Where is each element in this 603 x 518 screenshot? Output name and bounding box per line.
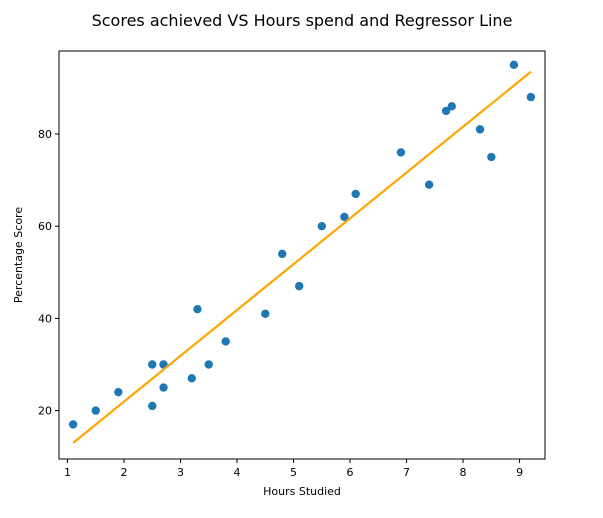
data-point: [351, 189, 360, 199]
y-tick-label: 40: [38, 312, 52, 325]
regression-line: [72, 70, 532, 444]
x-tick-label: 7: [403, 466, 410, 479]
x-tick-label: 4: [234, 466, 241, 479]
y-axis-label: Percentage Score: [12, 207, 25, 303]
plot-area: [68, 60, 536, 444]
x-axis: 1 2 3 4 5 6 7 8 9: [64, 459, 523, 479]
chart-title: Scores achieved VS Hours spend and Regre…: [92, 11, 513, 30]
data-point: [424, 180, 434, 189]
x-axis-label: Hours Studied: [263, 485, 341, 498]
x-tick-label: 2: [120, 466, 127, 479]
x-tick-label: 1: [64, 466, 71, 479]
x-tick-label: 8: [460, 466, 467, 479]
plot-frame: [58, 50, 546, 460]
data-point: [526, 92, 536, 102]
x-tick-label: 5: [290, 466, 297, 479]
data-point: [187, 374, 197, 383]
data-point: [204, 360, 213, 369]
data-point: [509, 60, 519, 70]
y-tick-label: 20: [38, 405, 52, 418]
data-point: [487, 152, 496, 162]
data-point: [68, 420, 78, 429]
x-tick-label: 6: [347, 466, 354, 479]
data-point: [114, 387, 123, 397]
data-point: [221, 337, 230, 346]
y-tick-label: 60: [38, 220, 52, 233]
data-point: [441, 106, 451, 116]
data-point: [91, 406, 100, 415]
y-axis: 20 40 60 80: [38, 128, 59, 418]
data-point: [148, 401, 157, 411]
x-tick-label: 9: [516, 466, 523, 479]
data-point: [340, 212, 349, 222]
data-point: [317, 221, 326, 231]
x-tick-label: 3: [177, 466, 184, 479]
data-point: [475, 125, 485, 134]
data-point: [148, 360, 157, 369]
data-point: [193, 304, 202, 314]
data-point: [159, 383, 168, 392]
data-point: [261, 309, 270, 318]
y-tick-label: 80: [38, 128, 52, 141]
data-point: [294, 281, 304, 291]
data-point: [396, 148, 406, 157]
data-point: [278, 249, 287, 259]
data-point: [447, 102, 456, 111]
